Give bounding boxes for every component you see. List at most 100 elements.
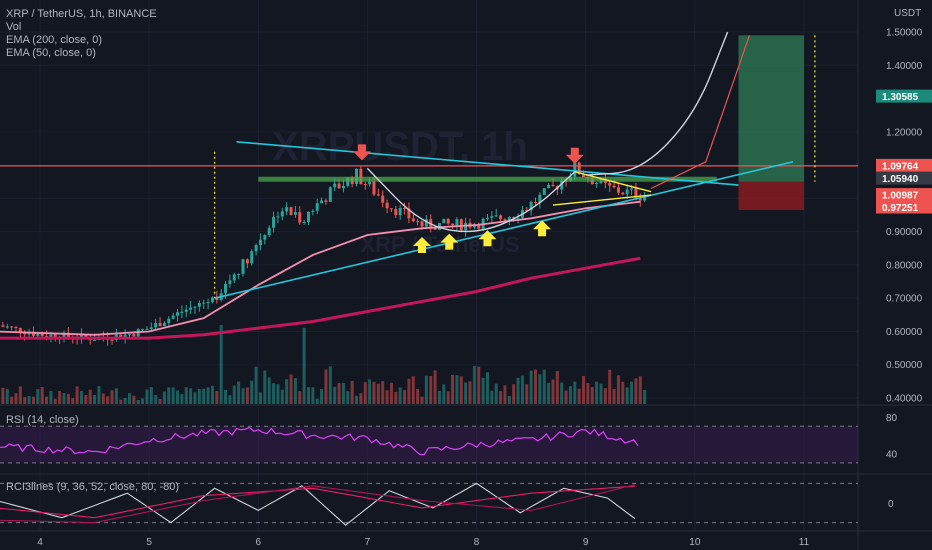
- volume-bar: [638, 376, 642, 404]
- candle-body: [272, 216, 276, 228]
- volume-bar: [206, 387, 210, 404]
- volume-bar: [232, 385, 236, 404]
- volume-bar: [582, 376, 586, 404]
- volume-bar: [132, 395, 136, 404]
- volume-bar: [625, 387, 629, 404]
- projection-path: [650, 35, 750, 189]
- volume-bar: [176, 390, 180, 404]
- volume-bar: [381, 381, 385, 404]
- chart-legend: XRP / TetherUS, 1h, BINANCE Vol EMA (200…: [6, 8, 157, 60]
- volume-bar: [79, 391, 83, 404]
- candle-body: [442, 218, 446, 224]
- price-tag-label: 1.30585: [882, 92, 919, 103]
- volume-bar: [315, 398, 319, 404]
- candle-body: [560, 180, 564, 190]
- price-tag-label: 1.00987: [882, 191, 919, 202]
- candle-body: [184, 309, 188, 312]
- price-axis[interactable]: 1.500001.400001.200001.100001.000000.900…: [876, 28, 932, 405]
- candle-body: [49, 334, 53, 338]
- candle-body: [145, 328, 149, 330]
- candle-body: [551, 184, 555, 187]
- candle-body: [293, 212, 297, 215]
- candle-body: [547, 184, 551, 189]
- volume-bar: [328, 366, 332, 404]
- volume-bar: [333, 386, 337, 404]
- volume-bar: [599, 383, 603, 404]
- candle-body: [630, 188, 634, 190]
- volume-bar: [53, 398, 57, 404]
- candle-body: [285, 207, 289, 212]
- candle-body: [368, 181, 372, 185]
- candle-body: [324, 200, 328, 202]
- volume-bar: [464, 382, 468, 404]
- volume-bar: [1, 387, 5, 404]
- candle-body: [206, 302, 210, 304]
- chart-drawings[interactable]: [0, 31, 858, 299]
- candle-body: [577, 162, 581, 175]
- candle-body: [363, 184, 367, 186]
- vol-indicator-label[interactable]: Vol: [6, 21, 22, 33]
- candle-body: [372, 181, 376, 195]
- volume-bar: [149, 386, 153, 404]
- candle-body: [464, 222, 468, 231]
- volume-bar: [389, 382, 393, 404]
- volume-bar: [516, 377, 520, 404]
- candle-body: [503, 219, 507, 221]
- candle-body: [241, 259, 245, 274]
- candle-body: [634, 188, 638, 199]
- rci-indicator-label[interactable]: RCI3lines (9, 36, 52, close, 80, -80): [6, 481, 180, 493]
- rsi-tick-label: 40: [886, 450, 898, 461]
- candle-body: [158, 323, 162, 327]
- candle-body: [263, 235, 267, 240]
- price-tick-label: 0.90000: [886, 227, 923, 238]
- time-tick-label: 8: [474, 537, 480, 548]
- volume-bar: [302, 327, 306, 404]
- volume-bar: [455, 375, 459, 404]
- up-arrow: [533, 220, 552, 237]
- volume-bar: [407, 378, 411, 404]
- long-position-tool[interactable]: [738, 35, 804, 211]
- volume-bar: [573, 381, 577, 404]
- candle-body: [416, 221, 420, 223]
- triangle-lower-line: [552, 194, 652, 206]
- volume-bar: [630, 381, 634, 404]
- rci-line-2: [0, 485, 635, 519]
- candle-body: [119, 334, 123, 339]
- price-tick-label: 0.40000: [886, 394, 923, 405]
- volume-bar: [272, 383, 276, 404]
- symbol-title[interactable]: XRP / TetherUS, 1h, BINANCE: [6, 8, 157, 20]
- time-tick-label: 9: [583, 537, 589, 548]
- ema50-indicator-label[interactable]: EMA (50, close, 0): [6, 47, 96, 59]
- volume-bar: [219, 324, 223, 404]
- time-tick-label: 11: [799, 537, 810, 548]
- candle-body: [189, 307, 193, 310]
- candle-body: [403, 208, 407, 210]
- candle-body: [232, 274, 236, 281]
- volume-bar: [560, 382, 564, 404]
- time-axis[interactable]: 4 5 6 7 8 9 10 11: [37, 537, 809, 548]
- candle-body: [477, 224, 481, 229]
- rsi-indicator-label[interactable]: RSI (14, close): [6, 414, 79, 426]
- volume-bar: [97, 386, 101, 404]
- volume-bar: [258, 392, 262, 404]
- volume-bar: [507, 395, 511, 404]
- candle-body: [79, 334, 83, 339]
- candle-body: [638, 198, 642, 201]
- volume-bar: [376, 383, 380, 404]
- volume-bar: [372, 381, 376, 404]
- candle-body: [197, 303, 201, 307]
- volume-bar: [337, 383, 341, 404]
- volume-bar: [202, 388, 206, 404]
- candle-body: [1, 325, 5, 327]
- candle-body: [394, 209, 398, 216]
- volume-bar: [490, 390, 494, 404]
- volume-bar: [551, 379, 555, 404]
- candle-body: [411, 218, 415, 222]
- rci-pane: 0: [0, 482, 894, 526]
- candle-body: [595, 182, 599, 185]
- volume-bar: [180, 394, 184, 404]
- volume-bar: [106, 396, 110, 404]
- volume-bar: [341, 382, 345, 404]
- ema200-indicator-label[interactable]: EMA (200, close, 0): [6, 34, 102, 46]
